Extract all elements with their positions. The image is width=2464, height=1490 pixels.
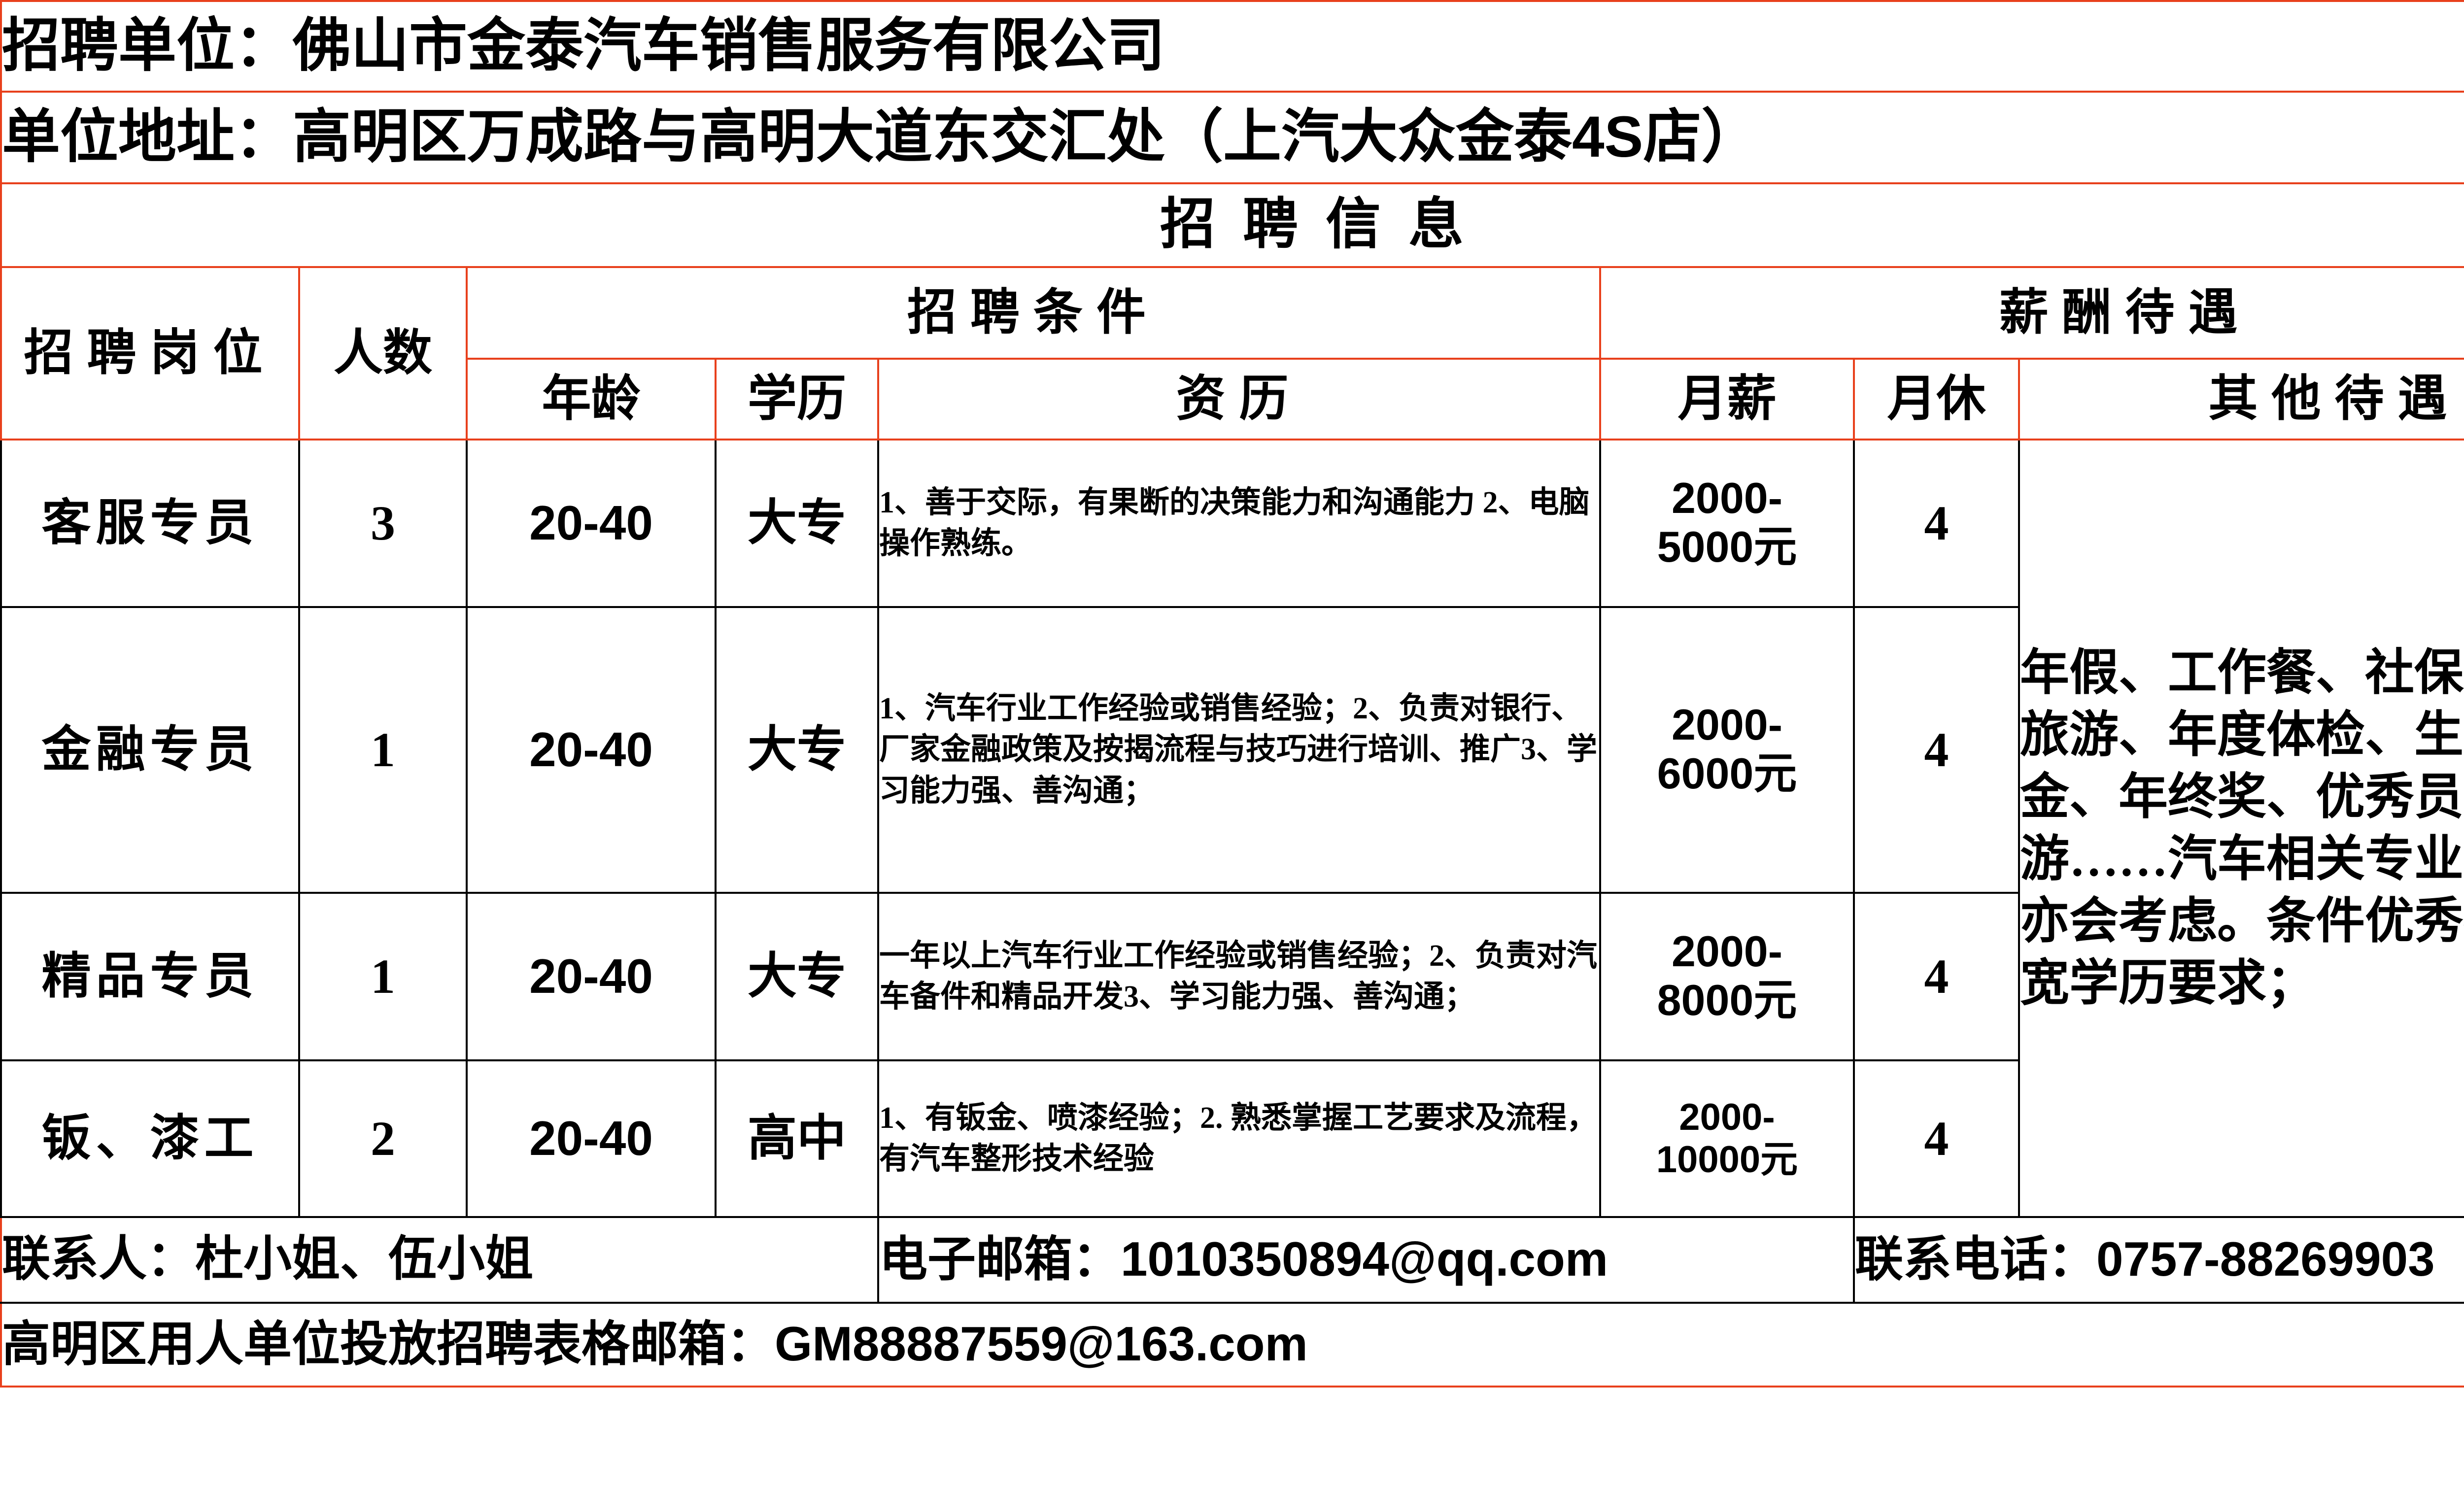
- cell-age: 20-40: [466, 1059, 717, 1218]
- col-header-position: 招聘岗位: [0, 266, 300, 440]
- employer-row: 招聘单位：佛山市金泰汽车销售服务有限公司: [0, 0, 2464, 93]
- cell-education: 大专: [715, 606, 879, 894]
- cell-headcount: 3: [298, 439, 468, 608]
- contact-email: 电子邮箱：1010350894@qq.com: [877, 1216, 1855, 1304]
- section-title-row: 招聘信息: [0, 182, 2464, 268]
- address-row: 单位地址：高明区万成路与高明大道东交汇处（上汽大众金泰4S店）: [0, 91, 2464, 184]
- salary-from: 2000-: [1679, 1096, 1775, 1139]
- table-row: 金融专员 1 20-40 大专 1、汽车行业工作经验或销售经验；2、负责对银行、…: [0, 606, 2464, 894]
- cell-position: 精品专员: [0, 892, 300, 1061]
- cell-monthly-rest: 4: [1853, 892, 2020, 1061]
- cell-age: 20-40: [466, 892, 717, 1061]
- recruitment-table: 招聘单位：佛山市金泰汽车销售服务有限公司 单位地址：高明区万成路与高明大道东交汇…: [0, 0, 2464, 1388]
- cell-monthly-salary: 2000- 5000元: [1599, 439, 1855, 608]
- cell-monthly-salary: 2000- 6000元: [1599, 606, 1855, 894]
- email-label: 电子邮箱：: [879, 1233, 1121, 1287]
- employer-line: 招聘单位：佛山市金泰汽车销售服务有限公司: [0, 0, 2464, 93]
- col-header-education: 学历: [715, 358, 879, 440]
- cell-age: 20-40: [466, 606, 717, 894]
- cell-education: 大专: [715, 439, 879, 608]
- column-group-header-row: 招聘岗位 人数 招聘条件 薪酬待遇: [0, 266, 2464, 440]
- table-row: 客服专员 3 20-40 大专 1、善于交际，有果断的决策能力和沟通能力 2、电…: [0, 439, 2464, 1218]
- cell-headcount: 1: [298, 892, 468, 1061]
- salary-unit: 元: [1753, 750, 1797, 798]
- cell-monthly-rest: 4: [1853, 1059, 2020, 1218]
- cell-monthly-rest: 4: [1853, 439, 2020, 608]
- column-subheader-row: 年龄 学历 资历 月薪 月休 其他待遇: [1, 358, 2464, 440]
- cell-headcount: 2: [298, 1059, 468, 1218]
- cell-position: 金融专员: [0, 606, 300, 894]
- salary-to: 8000: [1657, 976, 1754, 1024]
- submission-value: GM88887559@163.com: [775, 1317, 1308, 1371]
- submission-row: 高明区用人单位投放招聘表格邮箱：GM88887559@163.com: [0, 1302, 2464, 1388]
- col-header-qualification: 资历: [877, 358, 1601, 440]
- col-header-headcount: 人数: [298, 266, 468, 440]
- salary-from: 2000-: [1671, 474, 1783, 523]
- salary-to: 10000: [1656, 1138, 1761, 1181]
- cell-monthly-rest: 4: [1853, 606, 2020, 894]
- phone-label: 联系电话：: [1855, 1233, 2097, 1287]
- cell-age: 20-40: [466, 439, 717, 608]
- contact-row: 联系人：杜小姐、伍小姐 电子邮箱：1010350894@qq.com 联系电话：…: [0, 1216, 2464, 1304]
- cell-education: 大专: [715, 892, 879, 1061]
- address-4s-token: 4S: [1572, 104, 1643, 170]
- cell-monthly-salary: 2000- 8000元: [1599, 892, 1855, 1061]
- cell-monthly-salary: 2000- 10000元: [1599, 1059, 1855, 1218]
- salary-unit: 元: [1760, 1139, 1798, 1181]
- col-group-header-conditions: 招聘条件: [466, 266, 1601, 360]
- address-prefix: 单位地址：高明区万成路与高明大道东交汇处（上汽大众金泰: [2, 105, 1573, 170]
- salary-unit: 元: [1753, 977, 1797, 1025]
- cell-headcount: 1: [298, 606, 468, 894]
- cell-position: 钣、漆工: [0, 1059, 300, 1218]
- col-header-monthly-salary: 月薪: [1599, 358, 1855, 440]
- table-row: 精品专员 1 20-40 大专 一年以上汽车行业工作经验或销售经验；2、负责对汽…: [0, 892, 2464, 1061]
- address-line: 单位地址：高明区万成路与高明大道东交汇处（上汽大众金泰4S店）: [0, 91, 2464, 184]
- cell-qualification: 一年以上汽车行业工作经验或销售经验；2、负责对汽车备件和精品开发3、学习能力强、…: [877, 892, 1601, 1061]
- col-header-other-benefits: 其他待遇: [2018, 358, 2464, 440]
- cell-education: 高中: [715, 1059, 879, 1218]
- col-header-age: 年龄: [466, 358, 717, 440]
- salary-to: 5000: [1657, 522, 1754, 571]
- address-suffix: 店）: [1643, 105, 1760, 170]
- submission-mailbox: 高明区用人单位投放招聘表格邮箱：GM88887559@163.com: [0, 1302, 2464, 1388]
- cell-qualification: 1、有钣金、喷漆经验；2. 熟悉掌握工艺要求及流程，有汽车整形技术经验: [877, 1059, 1601, 1218]
- contact-person: 联系人：杜小姐、伍小姐: [0, 1216, 879, 1304]
- col-header-monthly-rest: 月休: [1853, 358, 2020, 440]
- cell-other-benefits: 年假、工作餐、社保、公费旅游、年度体检、生日礼金、年终奖、优秀员工省外游……汽车…: [2018, 439, 2464, 1218]
- table-row: 钣、漆工 2 20-40 高中 1、有钣金、喷漆经验；2. 熟悉掌握工艺要求及流…: [0, 1059, 2464, 1218]
- cell-qualification: 1、汽车行业工作经验或销售经验；2、负责对银行、厂家金融政策及按揭流程与技巧进行…: [877, 606, 1601, 894]
- cell-position: 客服专员: [0, 439, 300, 608]
- phone-value: 0757-88269903: [2096, 1232, 2435, 1287]
- col-group-header-pay: 薪酬待遇: [1599, 266, 2464, 360]
- salary-to: 6000: [1657, 749, 1754, 798]
- salary-unit: 元: [1753, 524, 1797, 572]
- salary-from: 2000-: [1671, 927, 1783, 976]
- salary-from: 2000-: [1671, 700, 1783, 749]
- contact-phone: 联系电话：0757-88269903: [1852, 1216, 2464, 1304]
- email-value: 1010350894@qq.com: [1121, 1232, 1608, 1287]
- cell-qualification: 1、善于交际，有果断的决策能力和沟通能力 2、电脑操作熟练。: [877, 439, 1601, 608]
- section-title: 招聘信息: [0, 182, 2464, 268]
- submission-label: 高明区用人单位投放招聘表格邮箱：: [2, 1318, 775, 1372]
